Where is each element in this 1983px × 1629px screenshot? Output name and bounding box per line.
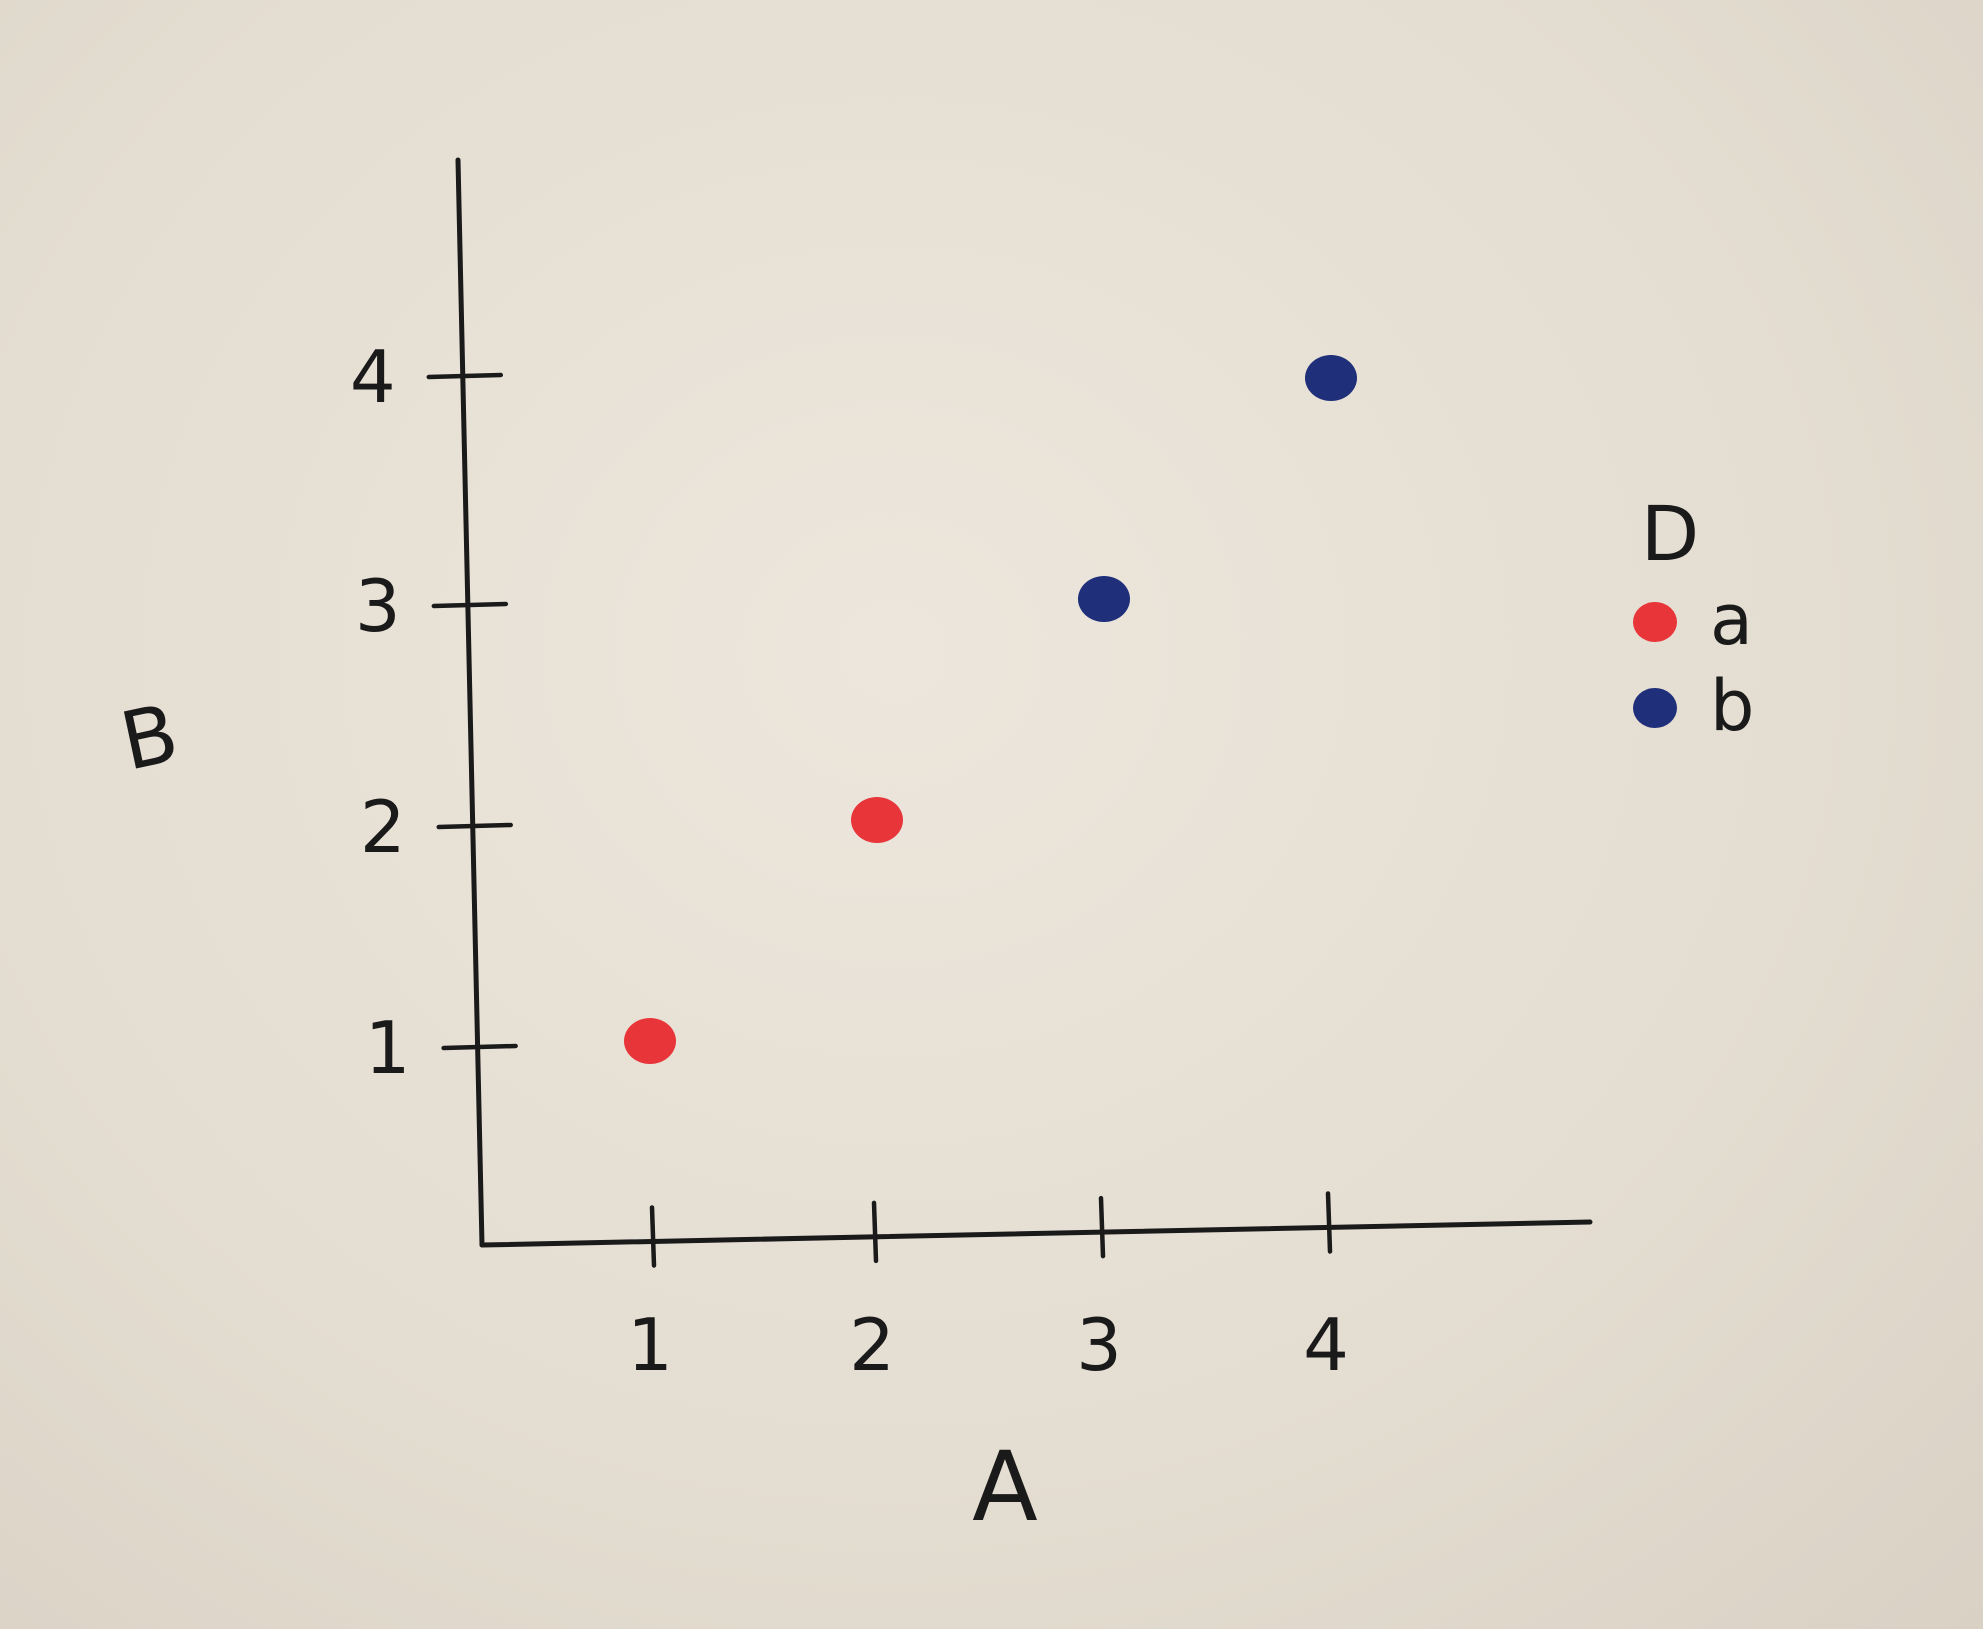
data-points	[624, 355, 1357, 1064]
legend-marker-b	[1633, 688, 1677, 728]
y-tick-label-3: 3	[355, 564, 401, 648]
point-a-2	[851, 797, 903, 843]
x-tick-label-3: 3	[1076, 1303, 1122, 1387]
x-tick-1	[649, 1205, 657, 1268]
x-tick-label-1: 1	[627, 1303, 673, 1387]
x-tick-2	[871, 1200, 879, 1264]
x-tick-3	[1098, 1195, 1106, 1259]
legend-marker-a	[1633, 602, 1677, 642]
point-b-2	[1305, 355, 1357, 401]
y-tick-label-1: 1	[365, 1006, 411, 1090]
y-tick-1	[441, 1043, 518, 1051]
x-tick-label-4: 4	[1303, 1303, 1349, 1387]
y-tick-label-4: 4	[350, 335, 396, 419]
y-tick-2	[436, 822, 513, 830]
legend-label-b: b	[1710, 665, 1754, 747]
point-a-1	[624, 1018, 676, 1064]
y-tick-3	[431, 601, 509, 609]
legend: D ab	[1633, 489, 1754, 747]
point-b-1	[1078, 576, 1130, 622]
axes	[455, 157, 1593, 1248]
legend-label-a: a	[1710, 579, 1753, 661]
x-axis-label: A	[972, 1431, 1038, 1543]
tick-labels: 1 2 3 4 1 2 3 4	[350, 335, 1349, 1387]
y-axis-label: B	[113, 686, 186, 788]
y-tick-4	[426, 372, 504, 380]
y-tick-label-2: 2	[360, 785, 406, 869]
ticks	[426, 372, 1333, 1268]
x-tick-4	[1325, 1191, 1333, 1254]
x-axis-line	[479, 1219, 1593, 1248]
legend-title: D	[1641, 489, 1700, 578]
y-axis-line	[455, 157, 485, 1248]
x-tick-label-2: 2	[849, 1303, 895, 1387]
